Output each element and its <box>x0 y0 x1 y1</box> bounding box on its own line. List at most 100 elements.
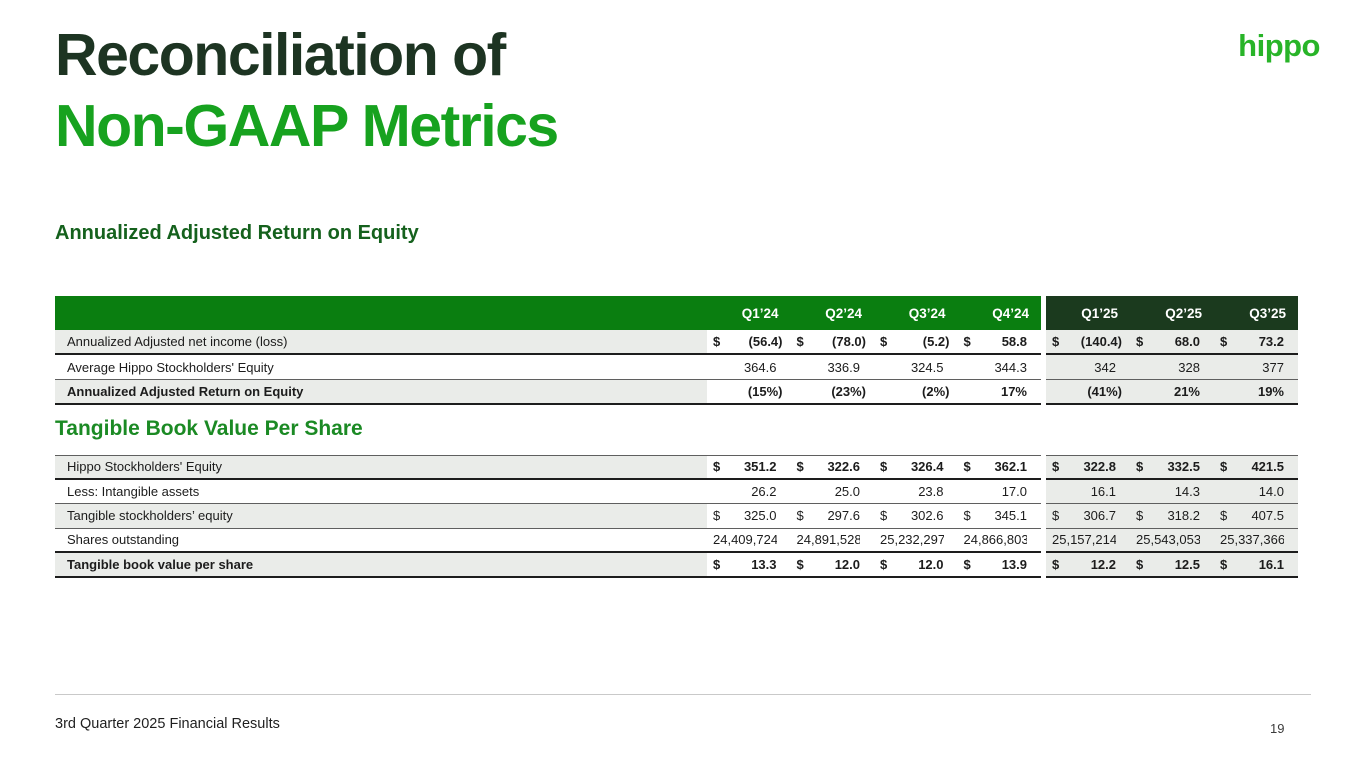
value-cell: $332.5 <box>1130 455 1214 480</box>
column-gap <box>1041 380 1046 405</box>
row-label-cell: Annualized Adjusted Return on Equity <box>55 380 707 405</box>
quarter-header-cell: Q1’25 <box>1046 296 1130 330</box>
value-cell: (23%) <box>790 380 874 405</box>
quarter-header-cell: Q2’25 <box>1130 296 1214 330</box>
value-cell: 324.5 <box>874 355 958 380</box>
quarter-header-cell: Q2’24 <box>790 296 874 330</box>
quarter-header-cell: Q1’24 <box>707 296 791 330</box>
table-header-row: Q1’24 Q2’24 Q3’24 Q4’24 Q1’25 Q2’25 Q3’25 <box>55 296 1298 330</box>
value-cell: 17.0 <box>957 479 1041 504</box>
column-gap <box>1041 528 1046 553</box>
value-cell: 25,232,297 <box>874 528 958 553</box>
value-cell: $ (140.4) <box>1046 330 1130 355</box>
value-cell: $322.8 <box>1046 455 1130 480</box>
hippo-logo: hippo <box>1238 28 1320 63</box>
value-cell: 336.9 <box>790 355 874 380</box>
value-cell: (15%) <box>707 380 791 405</box>
quarter-header-cell: Q3’25 <box>1214 296 1298 330</box>
value-cell: 19% <box>1214 380 1298 405</box>
table-row: Tangible stockholders’ equity $325.0 $297.… <box>55 504 1298 529</box>
value-cell: 328 <box>1130 355 1214 380</box>
value-cell: $13.3 <box>707 553 791 578</box>
slide-title-line1: Reconciliation of <box>55 22 506 88</box>
quarter-header-cell: Q3’24 <box>874 296 958 330</box>
value-cell: $407.5 <box>1214 504 1298 529</box>
value-cell: $351.2 <box>707 455 791 480</box>
value-cell: 364.6 <box>707 355 791 380</box>
value-cell: $13.9 <box>957 553 1041 578</box>
slide-title-line2: Non-GAAP Metrics <box>55 93 559 159</box>
value-cell: 24,891,528. <box>790 528 874 553</box>
header-gap <box>1041 296 1046 330</box>
value-cell: $ (5.2) <box>874 330 958 355</box>
value-cell: $302.6 <box>874 504 958 529</box>
value-cell: 25.0 <box>790 479 874 504</box>
value-cell: 377 <box>1214 355 1298 380</box>
value-cell: 24,866,803 <box>957 528 1041 553</box>
value-cell: 17% <box>957 380 1041 405</box>
table-row: Tangible book value per share $13.3 $12.0 $… <box>55 553 1298 578</box>
row-label-cell: Average Hippo Stockholders' Equity <box>55 355 707 380</box>
value-cell: 25,543,053 <box>1130 528 1214 553</box>
value-cell: $16.1 <box>1214 553 1298 578</box>
column-gap <box>1041 553 1046 578</box>
footer-divider <box>55 694 1311 695</box>
value-cell: $73.2 <box>1214 330 1298 355</box>
value-cell: 23.8 <box>874 479 958 504</box>
value-cell: 14.3 <box>1130 479 1214 504</box>
table-row: Hippo Stockholders' Equity $351.2 $322.6 $3… <box>55 455 1298 480</box>
value-cell: (2%) <box>874 380 958 405</box>
table-row: Shares outstanding 24,409,724 24,891,528. 2… <box>55 528 1298 553</box>
value-cell: 344.3 <box>957 355 1041 380</box>
table-row: Less: Intangible assets 26.2 25.0 23.8 17.0 1… <box>55 479 1298 504</box>
value-cell: $421.5 <box>1214 455 1298 480</box>
slide-title: Reconciliation of Non-GAAP Metrics <box>55 20 559 162</box>
value-cell: (41%) <box>1046 380 1130 405</box>
value-cell: $12.5 <box>1130 553 1214 578</box>
column-gap <box>1041 504 1046 529</box>
value-cell: $318.2 <box>1130 504 1214 529</box>
section-heading-tbv: Tangible Book Value Per Share <box>55 417 363 440</box>
column-gap <box>1041 455 1046 480</box>
row-label-cell: Tangible book value per share <box>55 553 707 578</box>
value-cell: 25,337,366 <box>1214 528 1298 553</box>
value-cell: $325.0 <box>707 504 791 529</box>
value-cell: $12.0 <box>790 553 874 578</box>
value-cell: 24,409,724 <box>707 528 791 553</box>
value-cell: $306.7 <box>1046 504 1130 529</box>
row-label-cell: Annualized Adjusted net income (loss) <box>55 330 707 355</box>
value-cell: $326.4 <box>874 455 958 480</box>
value-cell: 16.1 <box>1046 479 1130 504</box>
page-number: 19 <box>1270 721 1285 736</box>
value-cell: 25,157,214. <box>1046 528 1130 553</box>
section-heading-roe: Annualized Adjusted Return on Equity <box>55 222 419 244</box>
row-label-cell: Less: Intangible assets <box>55 479 707 504</box>
tbv-table: Hippo Stockholders' Equity $351.2 $322.6 $3… <box>55 455 1298 578</box>
value-cell: $68.0 <box>1130 330 1214 355</box>
column-gap <box>1041 355 1046 380</box>
roe-table: Q1’24 Q2’24 Q3’24 Q4’24 Q1’25 Q2’25 Q3’25 Annua… <box>55 296 1298 405</box>
table-row: Average Hippo Stockholders' Equity 364.6 3… <box>55 355 1298 380</box>
value-cell: $322.6 <box>790 455 874 480</box>
footer-caption: 3rd Quarter 2025 Financial Results <box>55 716 280 732</box>
row-label-cell: Shares outstanding <box>55 528 707 553</box>
value-cell: 14.0 <box>1214 479 1298 504</box>
row-label-cell: Tangible stockholders’ equity <box>55 504 707 529</box>
value-cell: $345.1 <box>957 504 1041 529</box>
quarter-header-cell: Q4’24 <box>957 296 1041 330</box>
column-gap <box>1041 330 1046 355</box>
value-cell: $ (56.4) <box>707 330 791 355</box>
value-cell: $362.1 <box>957 455 1041 480</box>
header-blank-cell <box>55 296 707 330</box>
value-cell: 21% <box>1130 380 1214 405</box>
value-cell: $12.0 <box>874 553 958 578</box>
table-row: Annualized Adjusted net income (loss) $ (5… <box>55 330 1298 355</box>
row-label-cell: Hippo Stockholders' Equity <box>55 455 707 480</box>
value-cell: 26.2 <box>707 479 791 504</box>
value-cell: 342 <box>1046 355 1130 380</box>
value-cell: $ (78.0) <box>790 330 874 355</box>
value-cell: $12.2 <box>1046 553 1130 578</box>
value-cell: $297.6 <box>790 504 874 529</box>
table-row: Annualized Adjusted Return on Equity (15%… <box>55 380 1298 405</box>
column-gap <box>1041 479 1046 504</box>
